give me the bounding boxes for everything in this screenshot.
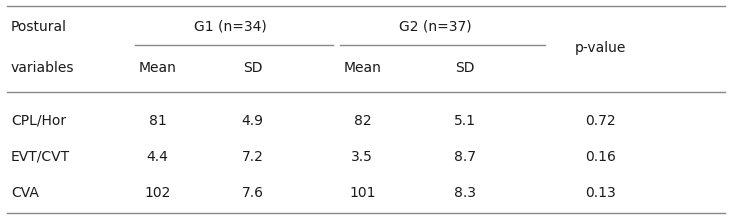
Text: Mean: Mean xyxy=(343,61,381,75)
Text: 0.72: 0.72 xyxy=(585,114,616,128)
Text: SD: SD xyxy=(243,61,262,75)
Text: 7.6: 7.6 xyxy=(242,186,264,200)
Text: 7.2: 7.2 xyxy=(242,150,264,164)
Text: 82: 82 xyxy=(354,114,371,128)
Text: 101: 101 xyxy=(349,186,376,200)
Text: CPL/Hor: CPL/Hor xyxy=(11,114,66,128)
Text: 8.3: 8.3 xyxy=(454,186,476,200)
Text: p-value: p-value xyxy=(575,41,626,54)
Text: EVT/CVT: EVT/CVT xyxy=(11,150,70,164)
Text: G1 (n=34): G1 (n=34) xyxy=(194,20,267,34)
Text: CVA: CVA xyxy=(11,186,39,200)
Text: Mean: Mean xyxy=(138,61,176,75)
Text: 81: 81 xyxy=(149,114,166,128)
Text: variables: variables xyxy=(11,61,75,75)
Text: G2 (n=37): G2 (n=37) xyxy=(399,20,472,34)
Text: 0.13: 0.13 xyxy=(585,186,616,200)
Text: 3.5: 3.5 xyxy=(351,150,373,164)
Text: 4.9: 4.9 xyxy=(242,114,264,128)
Text: 0.16: 0.16 xyxy=(585,150,616,164)
Text: 102: 102 xyxy=(144,186,171,200)
Text: 5.1: 5.1 xyxy=(454,114,476,128)
Text: Postural: Postural xyxy=(11,20,67,34)
Text: 8.7: 8.7 xyxy=(454,150,476,164)
Text: SD: SD xyxy=(455,61,474,75)
Text: 4.4: 4.4 xyxy=(146,150,168,164)
